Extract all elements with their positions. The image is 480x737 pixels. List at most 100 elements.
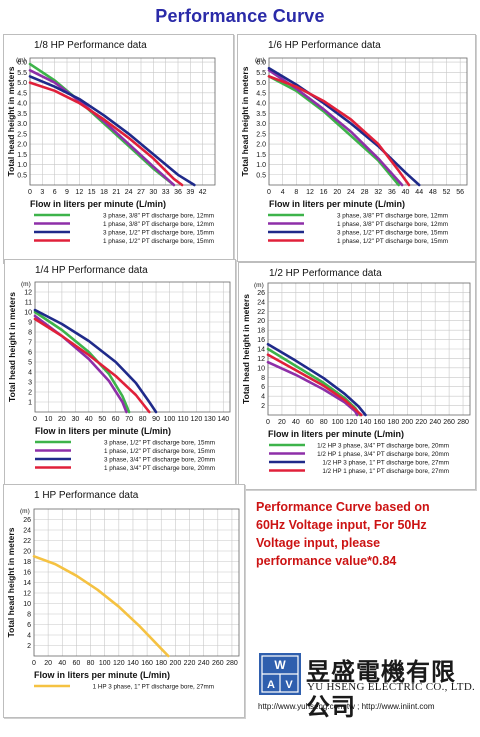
y-tick-label: 26 xyxy=(23,517,31,524)
x-tick-label: 90 xyxy=(152,416,160,423)
y-tick-label: 2 xyxy=(28,390,32,397)
plot-frame xyxy=(29,57,216,186)
legend-entry: 1 phase, 3/8" PT discharge bore, 12mm xyxy=(337,221,448,228)
x-tick-label: 160 xyxy=(141,660,153,667)
x-tick-label: 12 xyxy=(306,189,314,196)
legend-entry: 1 phase, 1/2" PT discharge bore, 15mm xyxy=(103,238,214,245)
y-tick-label: 14 xyxy=(23,580,31,587)
company-name-en: YU HSENG ELECTRIC CO., LTD. xyxy=(307,681,476,693)
x-tick-label: 15 xyxy=(88,189,96,196)
x-tick-label: 20 xyxy=(44,660,52,667)
x-tick-label: 28 xyxy=(361,189,369,196)
x-tick-label: 100 xyxy=(164,416,176,423)
x-tick-label: 160 xyxy=(374,419,386,426)
y-tick-label: 7 xyxy=(28,340,32,347)
y-tick-label: 22 xyxy=(23,538,31,545)
y-tick-label: 10 xyxy=(24,310,32,317)
x-tick-label: 80 xyxy=(139,416,147,423)
y-axis-label: Total head height in meters xyxy=(6,527,16,637)
series-line xyxy=(267,75,400,187)
y-tick-label: 24 xyxy=(23,528,31,535)
chart-title: 1/6 HP Performance data xyxy=(268,40,381,51)
y-unit-label: (m) xyxy=(20,508,30,515)
legend-entry: 1 HP 3 phase, 1" PT discharge bore, 27mm xyxy=(93,683,214,690)
legend-entry: 3 phase, 1/2" PT discharge bore, 15mm xyxy=(104,439,215,446)
chart-1-2hp: 1/2 HP Performance data(m)0 20 40 60 80 100 12… xyxy=(241,268,471,475)
x-tick-label: 200 xyxy=(401,419,413,426)
chart-panel-1-8hp: 1/8 HP Performance data (m) 0 3 6 9 12 15 18 21 24… xyxy=(3,34,234,264)
legend-entry: 1 phase, 1/2" PT discharge bore, 15mm xyxy=(337,238,448,245)
x-tick-label: 42 xyxy=(199,189,207,196)
series-line xyxy=(266,353,363,417)
y-tick-label: 4.5 xyxy=(256,90,266,97)
x-tick-label: 120 xyxy=(113,660,125,667)
x-tick-label: 180 xyxy=(388,419,400,426)
x-tick-label: 40 xyxy=(85,416,93,423)
x-axis-label: Flow in liters per minute (L/min) xyxy=(30,199,166,209)
x-tick-label: 20 xyxy=(333,189,341,196)
chart-title: 1/8 HP Performance data xyxy=(34,40,147,51)
y-tick-label: 4.0 xyxy=(256,101,266,108)
chart-1-6hp: 1/6 HP Performance data(m)0 4 8 12 16 20 24 28 3… xyxy=(240,40,468,245)
x-tick-label: 120 xyxy=(191,416,203,423)
company-name-cn: 昱盛電機有限公司 xyxy=(306,658,456,721)
series-line xyxy=(266,343,367,417)
legend-entry: 3 phase, 3/8" PT discharge bore, 12mm xyxy=(337,212,448,219)
y-tick-label: 5.5 xyxy=(17,70,27,77)
y-axis-label: Total head height in meters xyxy=(240,66,250,176)
legend-entry: 1/2 HP 3 phase, 1" PT discharge bore, 27… xyxy=(322,459,449,466)
x-tick-label: 80 xyxy=(320,419,328,426)
y-tick-label: 3.0 xyxy=(256,121,266,128)
x-tick-label: 30 xyxy=(149,189,157,196)
y-axis-label: Total head height in meters xyxy=(6,66,16,176)
voltage-note: Performance Curve based on 60Hz Voltage … xyxy=(256,498,476,570)
x-tick-label: 32 xyxy=(374,189,382,196)
chart-panel-1-2hp: 1/2 HP Performance data (m) 0 20 40 60 80 100 12… xyxy=(238,262,476,490)
y-tick-label: 6 xyxy=(261,384,265,391)
y-tick-label: 2.5 xyxy=(256,131,266,138)
legend-entry: 1/2 HP 3 phase, 3/4" PT discharge bore, … xyxy=(317,442,449,449)
legend-entry: 1/2 HP 1 phase, 1" PT discharge bore, 27… xyxy=(322,468,449,475)
y-tick-label: 20 xyxy=(257,318,265,325)
x-axis-label: Flow in liters per minute (L/min) xyxy=(269,199,405,209)
logo-letter: W xyxy=(274,658,286,672)
legend-entry: 1 phase, 3/8" PT discharge bore, 12mm xyxy=(103,221,214,228)
x-tick-label: 44 xyxy=(415,189,423,196)
x-tick-label: 0 xyxy=(28,189,32,196)
x-tick-label: 36 xyxy=(174,189,182,196)
y-tick-label: 12 xyxy=(257,356,265,363)
x-tick-label: 260 xyxy=(212,660,224,667)
x-tick-label: 110 xyxy=(177,416,188,423)
logo-letter: V xyxy=(285,679,293,691)
y-tick-label: 12 xyxy=(23,591,31,598)
y-tick-label: 1.0 xyxy=(17,162,27,169)
x-tick-label: 33 xyxy=(162,189,170,196)
x-tick-label: 240 xyxy=(198,660,210,667)
x-tick-label: 39 xyxy=(186,189,194,196)
x-tick-label: 36 xyxy=(388,189,396,196)
y-tick-label: 24 xyxy=(257,299,265,306)
y-tick-label: 4 xyxy=(261,394,265,401)
y-tick-label: 0.5 xyxy=(256,172,266,179)
note-line: Voltage input, please xyxy=(256,536,381,550)
plot-frame xyxy=(268,57,468,186)
chart-1hp: 1 HP Performance data(m)0 20 40 60 80 100 120 1… xyxy=(6,490,240,690)
x-tick-label: 280 xyxy=(226,660,238,667)
legend-entry: 1 phase, 3/4" PT discharge bore, 20mm xyxy=(104,465,215,472)
x-tick-label: 220 xyxy=(184,660,196,667)
x-tick-label: 3 xyxy=(40,189,44,196)
y-tick-label: 3.5 xyxy=(256,111,266,118)
y-tick-label: 8 xyxy=(261,375,265,382)
legend-entry: 3 phase, 1/2" PT discharge bore, 15mm xyxy=(337,229,448,236)
y-tick-label: 16 xyxy=(23,570,31,577)
y-tick-label: 3.0 xyxy=(17,121,27,128)
x-tick-label: 120 xyxy=(346,419,358,426)
y-axis-label: Total head height in meters xyxy=(7,292,17,402)
y-tick-label: 4.5 xyxy=(17,90,27,97)
x-tick-label: 20 xyxy=(58,416,66,423)
y-tick-label: 4 xyxy=(28,370,32,377)
y-tick-label: 1 xyxy=(28,400,32,407)
y-unit-label: (m) xyxy=(21,281,31,288)
y-unit-label: (m) xyxy=(255,57,265,64)
x-tick-label: 220 xyxy=(415,419,427,426)
